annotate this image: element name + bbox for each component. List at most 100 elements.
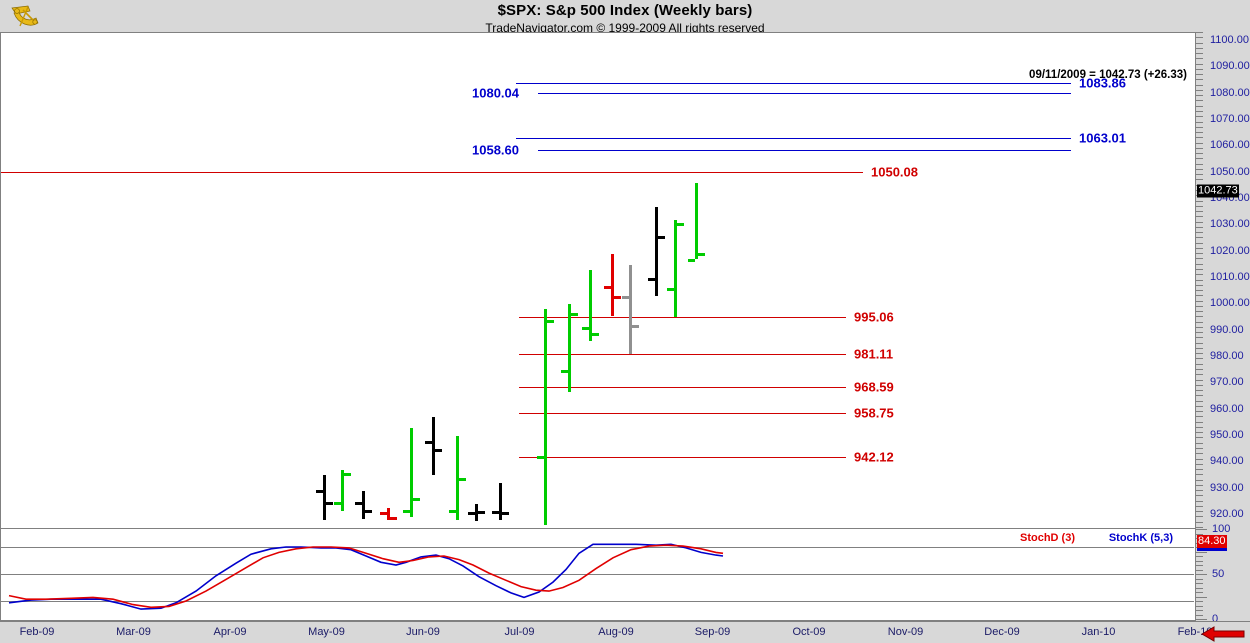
axis-tick bbox=[1196, 284, 1203, 286]
ohlc-close-tick bbox=[478, 510, 485, 514]
axis-tick bbox=[1196, 100, 1203, 102]
price-level-line[interactable] bbox=[538, 93, 1071, 95]
axis-tick bbox=[1196, 437, 1203, 439]
axis-tick bbox=[1196, 110, 1203, 112]
price-level-label: 1050.08 bbox=[871, 164, 918, 180]
axis-tick bbox=[1196, 474, 1203, 476]
price-level-label: 1063.01 bbox=[1079, 130, 1126, 146]
axis-tick bbox=[1196, 53, 1203, 55]
price-level-line[interactable] bbox=[1, 172, 863, 174]
price-level-label: 1083.86 bbox=[1079, 75, 1126, 91]
axis-tick bbox=[1196, 316, 1203, 318]
date-axis-label: Mar-09 bbox=[116, 626, 151, 638]
axis-tick bbox=[1196, 168, 1203, 170]
axis-tick bbox=[1196, 358, 1203, 360]
ohlc-bar bbox=[629, 264, 632, 355]
axis-tick bbox=[1196, 619, 1207, 620]
ohlc-open-tick bbox=[468, 512, 475, 516]
price-level-label: 1058.60 bbox=[472, 142, 519, 158]
price-chart-pane[interactable]: 09/11/2009 = 1042.73 (+26.33) TradeNavig… bbox=[0, 32, 1195, 559]
axis-tick bbox=[1196, 105, 1203, 107]
axis-tick bbox=[1196, 479, 1203, 481]
axis-tick bbox=[1196, 511, 1203, 513]
axis-tick bbox=[1196, 527, 1203, 528]
date-axis-label: Jul-09 bbox=[504, 626, 535, 638]
axis-tick bbox=[1196, 226, 1203, 228]
price-level-line[interactable] bbox=[519, 386, 846, 388]
axis-tick bbox=[1196, 560, 1203, 562]
axis-tick bbox=[1196, 379, 1203, 381]
ohlc-close-tick bbox=[413, 497, 420, 501]
ohlc-close-tick bbox=[698, 252, 705, 256]
axis-tick bbox=[1196, 163, 1203, 165]
stochastic-axis[interactable]: 100 50 0 84.30 bbox=[1195, 523, 1250, 625]
ohlc-close-tick bbox=[658, 235, 665, 239]
last-quote-readout: 09/11/2009 = 1042.73 (+26.33) bbox=[1029, 69, 1187, 81]
axis-tick bbox=[1196, 258, 1203, 260]
price-level-line[interactable] bbox=[519, 317, 846, 319]
price-axis-label: 940.00 bbox=[1210, 455, 1244, 468]
scroll-left-arrow-icon[interactable] bbox=[1200, 626, 1246, 642]
axis-tick bbox=[1196, 421, 1203, 423]
axis-tick bbox=[1196, 232, 1203, 234]
ohlc-bar bbox=[432, 417, 435, 476]
stochastic-value-badge: 84.30 bbox=[1197, 535, 1227, 552]
ohlc-close-tick bbox=[614, 296, 621, 300]
axis-tick bbox=[1196, 326, 1203, 328]
ohlc-open-tick bbox=[403, 509, 410, 513]
price-level-label: 995.06 bbox=[854, 309, 894, 325]
ohlc-close-tick bbox=[390, 517, 397, 521]
axis-tick bbox=[1196, 174, 1203, 176]
axis-tick bbox=[1196, 121, 1203, 123]
axis-tick bbox=[1196, 216, 1203, 218]
ohlc-open-tick bbox=[648, 277, 655, 281]
axis-tick bbox=[1196, 132, 1203, 134]
price-level-line[interactable] bbox=[519, 353, 846, 355]
axis-tick bbox=[1196, 614, 1203, 616]
price-level-line[interactable] bbox=[516, 83, 1071, 85]
axis-tick bbox=[1196, 601, 1203, 602]
price-level-line[interactable] bbox=[519, 456, 846, 458]
axis-tick bbox=[1196, 147, 1203, 149]
axis-tick bbox=[1196, 551, 1207, 553]
ohlc-open-tick bbox=[604, 285, 611, 289]
axis-tick bbox=[1196, 42, 1203, 44]
ohlc-bar bbox=[387, 508, 390, 521]
price-axis-label: 1090.00 bbox=[1210, 60, 1250, 73]
stochastic-indicator-pane[interactable]: StochD (3) StochK (5,3) bbox=[0, 529, 1195, 621]
price-axis-label: 1030.00 bbox=[1210, 218, 1250, 231]
date-axis-label: May-09 bbox=[308, 626, 345, 638]
price-level-line[interactable] bbox=[516, 138, 1071, 140]
axis-tick bbox=[1196, 596, 1207, 598]
axis-tick bbox=[1196, 369, 1203, 371]
axis-tick bbox=[1196, 237, 1203, 239]
price-level-line[interactable] bbox=[519, 412, 846, 414]
price-axis-label: 1020.00 bbox=[1210, 244, 1250, 257]
ohlc-bar bbox=[499, 483, 502, 521]
price-axis-label: 1000.00 bbox=[1210, 297, 1250, 310]
ohlc-bar bbox=[568, 304, 571, 393]
price-axis-label: 990.00 bbox=[1210, 323, 1244, 336]
date-axis-label: Dec-09 bbox=[984, 626, 1020, 638]
axis-tick bbox=[1196, 400, 1203, 402]
ohlc-open-tick bbox=[537, 455, 544, 459]
chart-header: $SPX: S&p 500 Index (Weekly bars) TradeN… bbox=[0, 0, 1250, 35]
axis-tick bbox=[1196, 384, 1203, 386]
date-axis[interactable]: Feb-09 Mar-09 Apr-09 May-09 Jun-09 Jul-09 Aug-… bbox=[0, 621, 1250, 643]
axis-tick bbox=[1196, 116, 1203, 118]
axis-tick bbox=[1196, 32, 1203, 33]
ohlc-open-tick bbox=[688, 259, 695, 263]
axis-tick bbox=[1196, 533, 1203, 535]
stochastic-gridline bbox=[1, 601, 1194, 602]
axis-tick bbox=[1196, 63, 1203, 65]
price-axis[interactable]: 1100.00 1090.00 1080.00 1070.00 1060.00 1050.… bbox=[1195, 32, 1250, 529]
axis-tick bbox=[1196, 68, 1203, 70]
axis-tick bbox=[1196, 253, 1203, 255]
price-level-line[interactable] bbox=[538, 149, 1071, 151]
axis-tick bbox=[1196, 469, 1203, 471]
axis-tick bbox=[1196, 37, 1203, 39]
ohlc-close-tick bbox=[571, 313, 578, 317]
axis-tick bbox=[1196, 95, 1203, 97]
axis-tick bbox=[1196, 268, 1203, 270]
axis-tick bbox=[1196, 605, 1203, 607]
